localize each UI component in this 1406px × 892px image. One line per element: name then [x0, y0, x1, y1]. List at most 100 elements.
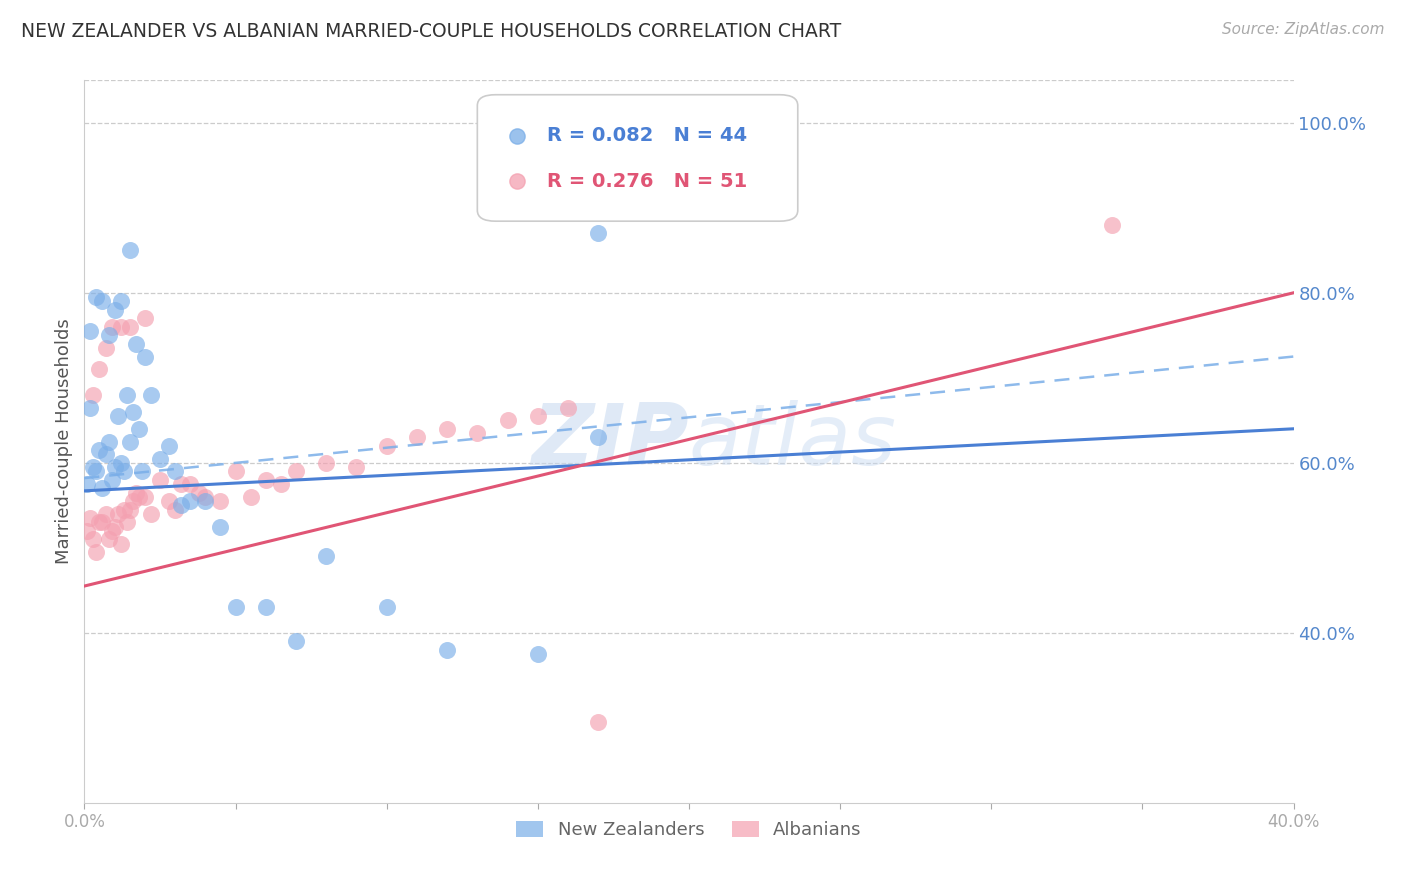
Point: [406, 430, 429, 444]
Point: [107, 507, 129, 521]
Point: [209, 494, 232, 508]
Point: [170, 477, 193, 491]
Point: [270, 477, 292, 491]
Point: [112, 464, 135, 478]
Text: Source: ZipAtlas.com: Source: ZipAtlas.com: [1222, 22, 1385, 37]
Point: [86, 464, 108, 478]
Point: [188, 485, 211, 500]
Point: [104, 460, 127, 475]
Point: [97, 328, 120, 343]
Point: [139, 388, 162, 402]
Point: [225, 600, 247, 615]
Point: [115, 388, 138, 402]
Point: [82, 388, 104, 402]
Point: [115, 516, 138, 530]
Point: [315, 456, 337, 470]
Point: [128, 422, 150, 436]
Point: [89, 443, 111, 458]
Point: [375, 439, 398, 453]
Point: [436, 642, 458, 657]
Point: [118, 319, 141, 334]
Point: [121, 494, 143, 508]
Point: [134, 311, 156, 326]
Point: [527, 647, 550, 661]
Point: [118, 502, 141, 516]
Point: [110, 456, 132, 470]
Point: [194, 494, 217, 508]
Point: [128, 490, 150, 504]
Point: [149, 451, 172, 466]
Point: [125, 485, 148, 500]
Point: [134, 350, 156, 364]
Point: [107, 409, 129, 423]
Text: R = 0.082   N = 44: R = 0.082 N = 44: [547, 127, 748, 145]
Point: [86, 290, 108, 304]
Point: [110, 319, 132, 334]
Point: [254, 473, 277, 487]
Point: [254, 600, 277, 615]
Point: [1101, 218, 1123, 232]
Point: [91, 516, 114, 530]
Point: [76, 477, 98, 491]
Point: [179, 494, 201, 508]
Point: [436, 422, 458, 436]
Point: [100, 524, 122, 538]
Point: [91, 481, 114, 495]
Point: [89, 516, 111, 530]
Text: atlas: atlas: [689, 400, 897, 483]
Point: [118, 434, 141, 449]
Point: [285, 464, 308, 478]
Legend: New Zealanders, Albanians: New Zealanders, Albanians: [508, 812, 870, 848]
Point: [588, 714, 610, 729]
Point: [121, 405, 143, 419]
Point: [239, 490, 262, 504]
Point: [139, 507, 162, 521]
Point: [346, 460, 368, 475]
Point: [94, 447, 117, 461]
Point: [165, 464, 187, 478]
Point: [134, 490, 156, 504]
Text: NEW ZEALANDER VS ALBANIAN MARRIED-COUPLE HOUSEHOLDS CORRELATION CHART: NEW ZEALANDER VS ALBANIAN MARRIED-COUPLE…: [21, 22, 841, 41]
Point: [104, 519, 127, 533]
Point: [82, 460, 104, 475]
Point: [89, 362, 111, 376]
Point: [112, 502, 135, 516]
Point: [285, 634, 308, 648]
Point: [94, 341, 117, 355]
Point: [110, 536, 132, 550]
FancyBboxPatch shape: [478, 95, 797, 221]
Point: [79, 511, 101, 525]
Y-axis label: Married-couple Households: Married-couple Households: [55, 318, 73, 565]
Point: [91, 294, 114, 309]
Point: [315, 549, 337, 564]
Point: [76, 524, 98, 538]
Point: [375, 600, 398, 615]
Point: [165, 502, 187, 516]
Point: [557, 401, 579, 415]
Point: [110, 294, 132, 309]
Point: [125, 336, 148, 351]
Point: [225, 464, 247, 478]
Point: [157, 494, 180, 508]
Point: [97, 434, 120, 449]
Point: [170, 498, 193, 512]
Point: [467, 425, 489, 440]
Point: [104, 302, 127, 317]
Point: [157, 439, 180, 453]
Point: [86, 545, 108, 559]
Point: [131, 464, 153, 478]
Point: [149, 473, 172, 487]
Point: [97, 533, 120, 547]
Point: [588, 227, 610, 241]
Text: R = 0.276   N = 51: R = 0.276 N = 51: [547, 172, 748, 191]
Point: [79, 401, 101, 415]
Point: [100, 319, 122, 334]
Point: [496, 413, 519, 427]
Point: [588, 430, 610, 444]
Point: [94, 507, 117, 521]
Point: [179, 477, 201, 491]
Text: ZIP: ZIP: [531, 400, 689, 483]
Point: [82, 533, 104, 547]
Point: [118, 244, 141, 258]
Point: [194, 490, 217, 504]
